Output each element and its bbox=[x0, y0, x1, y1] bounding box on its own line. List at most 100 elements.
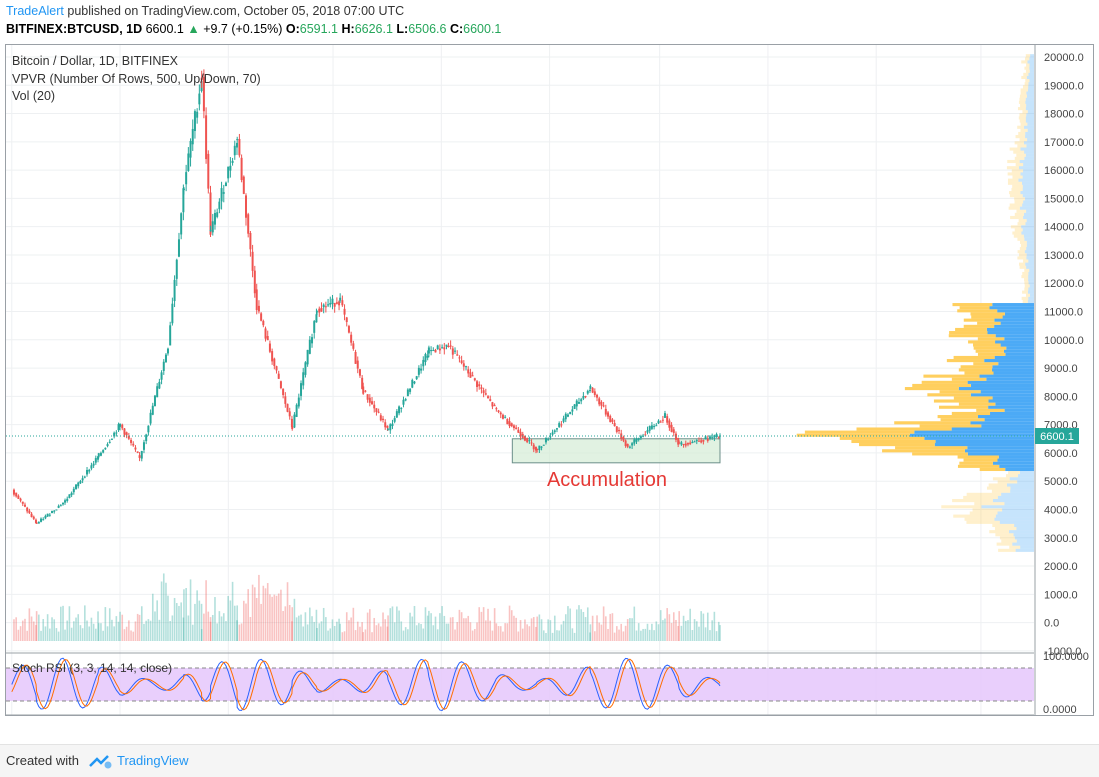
candle-body bbox=[40, 518, 43, 522]
candle-body bbox=[140, 451, 143, 459]
candle-body bbox=[15, 492, 18, 497]
volume-bar bbox=[173, 597, 176, 641]
candle-body bbox=[247, 214, 250, 234]
candle-body bbox=[262, 320, 265, 326]
volume-bar bbox=[458, 609, 461, 641]
candle-body bbox=[678, 442, 681, 444]
candle-body bbox=[324, 306, 327, 308]
volume-bar bbox=[382, 612, 384, 641]
volume-bar bbox=[474, 629, 476, 641]
volume-bar bbox=[545, 632, 547, 641]
vpvr-up-bar bbox=[969, 511, 998, 515]
volume-bar bbox=[189, 579, 192, 641]
candle-body bbox=[462, 363, 465, 367]
volume-bar bbox=[183, 589, 185, 641]
vpvr-up-bar bbox=[1019, 97, 1026, 101]
candle-body bbox=[633, 439, 636, 444]
candle-body bbox=[700, 440, 703, 443]
vpvr-up-bar bbox=[1019, 138, 1028, 142]
volume-bar bbox=[243, 600, 245, 641]
vpvr-down-bar bbox=[924, 436, 1034, 440]
volume-bar bbox=[387, 615, 389, 641]
candle-body bbox=[637, 438, 640, 440]
candle-body bbox=[493, 405, 496, 407]
vpvr-up-bar bbox=[1023, 72, 1029, 76]
candle-body bbox=[242, 176, 245, 194]
vpvr-up-bar bbox=[1026, 63, 1030, 67]
vpvr-down-bar bbox=[1025, 262, 1034, 266]
volume-bar bbox=[156, 600, 158, 641]
vpvr-up-bar bbox=[939, 390, 981, 394]
volume-bar bbox=[680, 625, 683, 641]
volume-bar bbox=[393, 622, 396, 641]
volume-bar bbox=[17, 629, 20, 641]
candle-body bbox=[691, 441, 694, 443]
vpvr-up-bar bbox=[1009, 203, 1023, 207]
price-tick-label: 20000.0 bbox=[1044, 52, 1084, 64]
vpvr-down-bar bbox=[1018, 178, 1034, 182]
candle-body bbox=[695, 440, 698, 442]
candle-body bbox=[17, 495, 20, 499]
candle-body bbox=[663, 413, 666, 418]
candle-body bbox=[132, 443, 135, 446]
chart-header: TradeAlert published on TradingView.com,… bbox=[0, 0, 1099, 44]
candle-body bbox=[682, 443, 685, 445]
volume-bar bbox=[640, 630, 642, 641]
change-value: +9.7 (+0.15%) bbox=[203, 22, 283, 36]
vpvr-up-bar bbox=[1018, 100, 1026, 104]
candle-body bbox=[564, 413, 567, 420]
price-chart[interactable]: Accumulation Bitcoin / Dollar, 1D, BITFI… bbox=[6, 45, 1093, 715]
candle-body bbox=[387, 428, 390, 430]
vpvr-down-bar bbox=[1022, 203, 1034, 207]
candle-body bbox=[329, 302, 332, 305]
volume-bar bbox=[216, 623, 218, 641]
candle-body bbox=[553, 430, 556, 433]
candle-body bbox=[639, 436, 642, 439]
candle-body bbox=[384, 422, 387, 428]
candle-body bbox=[558, 423, 561, 427]
vpvr-down-bar bbox=[984, 359, 1034, 363]
candle-body bbox=[209, 192, 212, 235]
volume-bar bbox=[95, 628, 97, 641]
chart-area[interactable]: Accumulation Bitcoin / Dollar, 1D, BITFI… bbox=[5, 44, 1094, 716]
candle-body bbox=[156, 386, 159, 398]
candle-body bbox=[216, 212, 219, 217]
volume-bar bbox=[106, 626, 109, 641]
tradingview-brand[interactable]: TradingView bbox=[117, 753, 189, 768]
legend-symbol: Bitcoin / Dollar, 1D, BITFINEX bbox=[12, 54, 179, 68]
volume-bar bbox=[422, 628, 425, 641]
vpvr-up-bar bbox=[1017, 107, 1026, 111]
candle-body bbox=[456, 354, 459, 356]
volume-bar bbox=[322, 607, 325, 641]
vpvr-up-bar bbox=[1019, 113, 1027, 117]
candle-body bbox=[393, 418, 396, 422]
vpvr-up-bar bbox=[997, 480, 1018, 484]
volume-bar bbox=[79, 625, 82, 641]
candle-body bbox=[480, 387, 483, 390]
vpvr-up-bar bbox=[977, 352, 1006, 356]
vpvr-down-bar bbox=[1025, 97, 1034, 101]
volume-bar bbox=[147, 619, 150, 641]
vpvr-down-bar bbox=[1022, 184, 1034, 188]
candle-body bbox=[377, 411, 380, 413]
candle-body bbox=[427, 347, 430, 354]
vpvr-down-bar bbox=[1027, 110, 1034, 114]
candle-body bbox=[445, 344, 448, 347]
volume-bar bbox=[205, 580, 207, 641]
volume-bar bbox=[598, 622, 601, 641]
volume-bar bbox=[293, 598, 296, 641]
open-value: 6591.1 bbox=[299, 22, 339, 36]
high-label: H: bbox=[341, 22, 355, 36]
volume-bar bbox=[616, 626, 618, 641]
vpvr-up-bar bbox=[937, 415, 978, 419]
last-price-label: 6600.1 bbox=[1040, 431, 1074, 443]
vpvr-down-bar bbox=[1029, 284, 1034, 288]
vpvr-up-bar bbox=[957, 464, 1000, 468]
candle-body bbox=[432, 350, 435, 352]
author-name[interactable]: TradeAlert bbox=[6, 4, 64, 18]
vpvr-up-bar bbox=[1016, 153, 1026, 157]
volume-bar bbox=[575, 609, 578, 641]
candle-body bbox=[198, 93, 201, 105]
volume-bar bbox=[345, 612, 348, 641]
volume-bar bbox=[573, 632, 576, 641]
